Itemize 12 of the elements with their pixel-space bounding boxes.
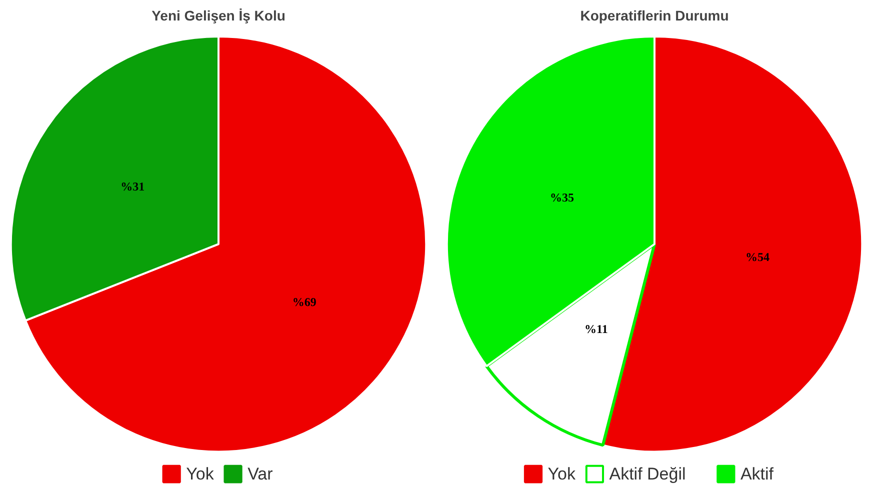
legend-label: Aktif — [740, 464, 774, 484]
legend-label: Aktif Değil — [609, 464, 686, 484]
chart-title: Koperatiflerin Durumu — [580, 8, 729, 24]
legend-label: Var — [248, 464, 274, 484]
data-label: %35 — [550, 190, 574, 204]
legend-label: Yok — [186, 464, 214, 484]
data-label: %11 — [584, 322, 608, 336]
data-label: %69 — [292, 294, 316, 309]
data-label: %31 — [120, 179, 145, 194]
legend-label: Yok — [548, 464, 576, 484]
data-label: %54 — [745, 250, 770, 264]
chart-title: Yeni Gelişen İş Kolu — [152, 8, 286, 24]
